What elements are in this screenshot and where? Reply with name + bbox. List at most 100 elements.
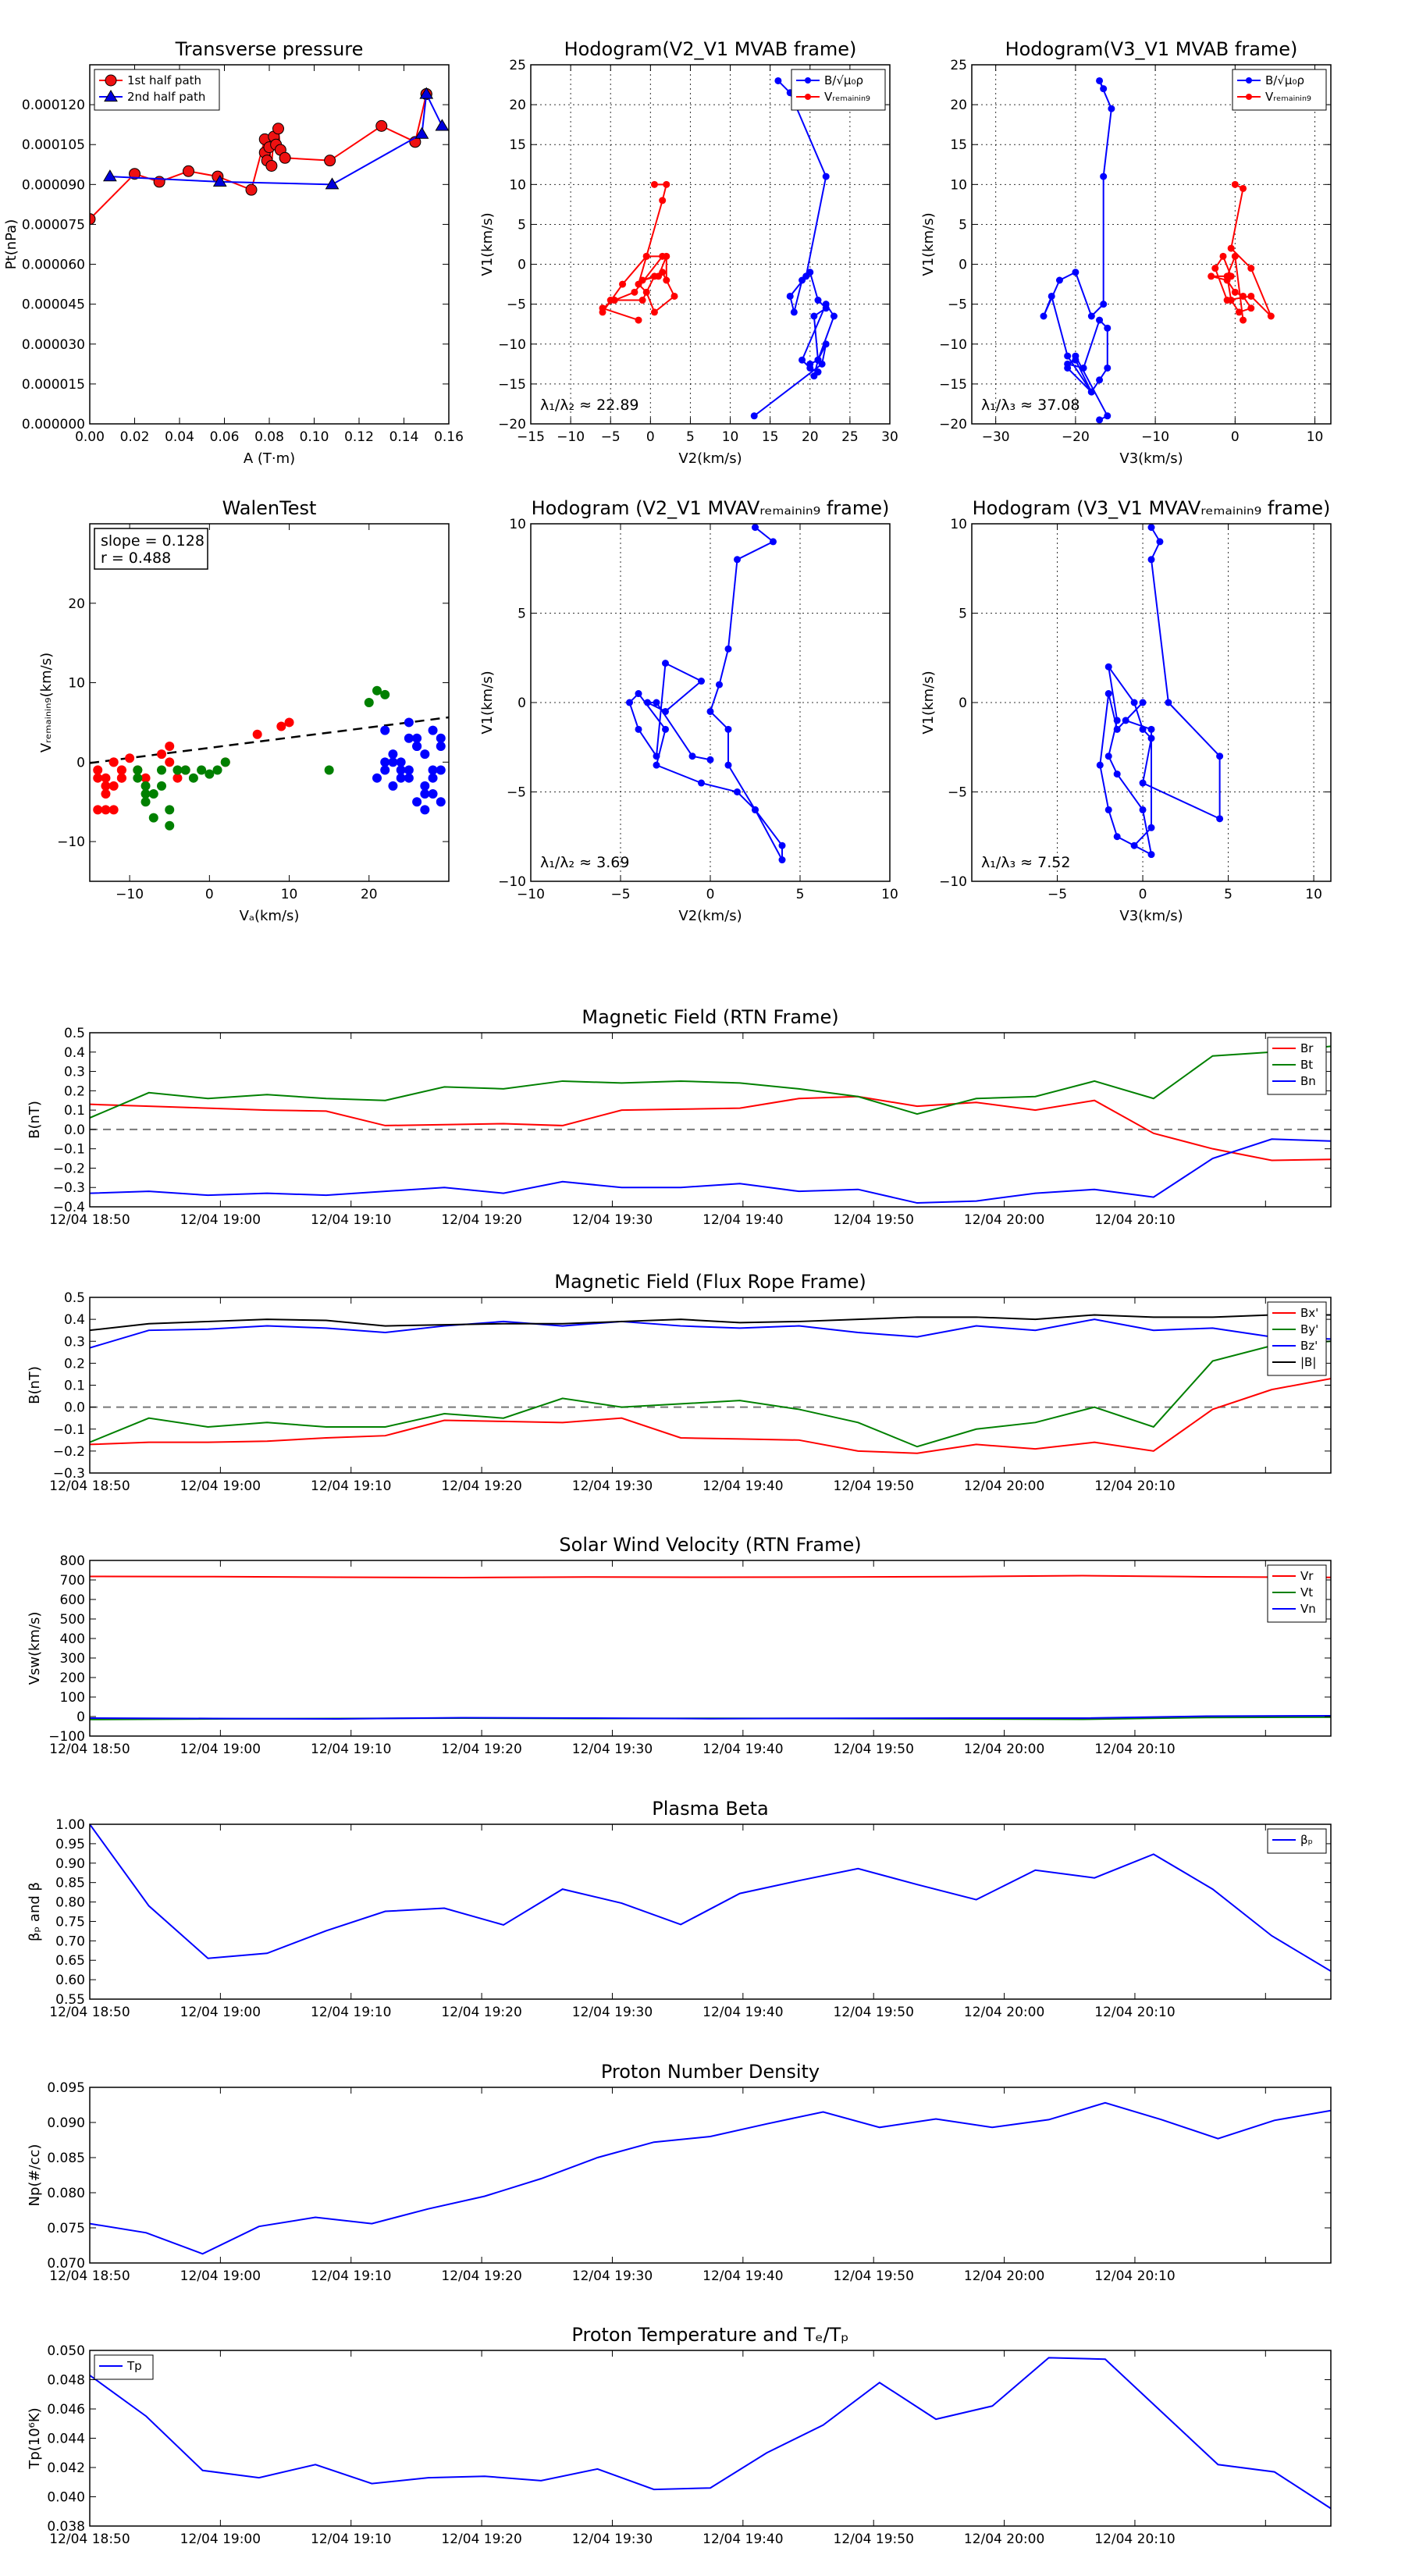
x-tick-label: 12/04 19:00 [180, 2005, 261, 2020]
x-tick-label: 12/04 18:50 [49, 2532, 130, 2547]
data-point [420, 781, 430, 791]
chart-beta: 12/04 18:50 12/04 19:00 12/04 19:10 12/04 1… [27, 1798, 1332, 2020]
eigenvalue-ratio-label: λ₁/λ₂ ≈ 3.69 [540, 854, 629, 871]
data-point [653, 761, 660, 769]
x-tick-label: 20 [361, 887, 378, 902]
y-tick-label: −100 [48, 1729, 85, 1745]
data-point [635, 690, 642, 698]
y-tick-label: 0.048 [47, 2373, 85, 2389]
y-axis-label: B(nT) [27, 1366, 43, 1404]
data-point [1147, 725, 1155, 733]
x-tick-label: 10 [1307, 429, 1324, 445]
data-point [388, 781, 398, 791]
x-tick-label: 12/04 19:30 [572, 2532, 653, 2547]
chart-mf_fr: 12/04 18:50 12/04 19:00 12/04 19:10 12/04 1… [27, 1271, 1332, 1494]
series-bz--line [90, 1318, 1331, 1349]
y-tick-label: −15 [498, 377, 526, 393]
y-tick-label: 200 [60, 1670, 85, 1686]
y-tick-label: 25 [509, 58, 526, 73]
legend-label: B/√μ₀ρ [1265, 73, 1304, 87]
x-tick-label: 10 [281, 887, 298, 902]
data-point [1165, 699, 1172, 706]
y-tick-label: 5 [959, 607, 967, 622]
chart-title: Proton Number Density [601, 2061, 820, 2083]
y-tick-label: 0.2 [64, 1356, 85, 1372]
x-tick-label: 12/04 19:40 [702, 2268, 783, 2284]
x-tick-label: 12/04 18:50 [49, 2268, 130, 2284]
y-tick-label: 0.0 [64, 1123, 85, 1138]
data-point [688, 753, 696, 760]
data-point [420, 749, 430, 760]
x-tick-label: 10 [1305, 887, 1322, 902]
data-point [1096, 761, 1104, 769]
data-point [1055, 276, 1063, 284]
data-point [284, 717, 294, 728]
y-tick-label: −20 [498, 417, 526, 432]
data-point [129, 168, 140, 180]
y-tick-label: 0.5 [64, 1290, 85, 1306]
x-tick-label: −5 [610, 887, 630, 902]
chart-h2: −30 −20 −10 0 10 −20 −15 −10 −5 0 5 10 15 20 25 Hodogra… [920, 38, 1332, 467]
x-tick-label: 12/04 19:00 [180, 2268, 261, 2284]
y-axis-label: Pt(nPa) [3, 219, 20, 269]
legend-label: Vt [1300, 1585, 1313, 1599]
chart-title: Hodogram(V3_V1 MVAB frame) [1005, 38, 1298, 60]
plot-area [90, 87, 449, 226]
data-point [698, 779, 705, 787]
data-point [380, 689, 390, 699]
data-point [1147, 556, 1155, 564]
data-point [1096, 76, 1104, 84]
y-axis-label: V1(km/s) [479, 671, 496, 734]
y-tick-label: 0 [959, 258, 967, 273]
data-point [716, 681, 723, 688]
x-tick-label: −10 [116, 887, 144, 902]
data-point [380, 757, 390, 767]
y-tick-label: 0.55 [55, 1992, 85, 2008]
data-point [1235, 308, 1243, 316]
legend-label: Vᵣₑₘₐᵢₙᵢₙ₉ [1265, 90, 1311, 104]
data-point [404, 717, 414, 728]
x-tick-label: 12/04 20:10 [1094, 1478, 1175, 1494]
data-point [212, 174, 227, 187]
plot-area [1096, 524, 1224, 859]
x-tick-label: 12/04 19:40 [702, 2005, 783, 2020]
y-tick-label: 0.085 [47, 2151, 85, 2166]
y-tick-label: 0.090 [47, 2115, 85, 2131]
y-tick-label: 0.050 [47, 2343, 85, 2359]
data-point [706, 707, 714, 715]
y-tick-label: 0.038 [47, 2519, 85, 2535]
data-point [1219, 252, 1227, 260]
data-point [133, 765, 143, 775]
x-tick-label: 12/04 19:30 [572, 1742, 653, 1757]
data-point [1216, 815, 1224, 823]
y-axis-label: V1(km/s) [920, 212, 937, 276]
chart-title: Proton Temperature and Tₑ/Tₚ [571, 2324, 848, 2346]
chart-tp: 0.00 0.02 0.04 0.06 0.08 0.10 0.12 0.14 0.16 0.00… [3, 38, 464, 467]
data-point [1247, 292, 1255, 300]
data-point [252, 729, 262, 739]
x-tick-label: 12/04 18:50 [49, 2005, 130, 2020]
y-tick-label: 0.080 [47, 2186, 85, 2201]
data-point [752, 806, 759, 813]
chart-h1: −15 −10 −5 0 5 10 15 20 25 30−20−15−10−5051015202… [479, 38, 898, 467]
legend-label: |B| [1300, 1355, 1316, 1369]
data-point [1113, 717, 1121, 724]
legend-box [1232, 69, 1327, 111]
y-tick-label: 0.75 [55, 1914, 85, 1930]
legend-label: Br [1300, 1041, 1314, 1055]
y-tick-label: −5 [948, 297, 967, 313]
data-point [662, 660, 669, 667]
x-tick-label: 12/04 19:50 [834, 1212, 914, 1228]
y-tick-label: 100 [60, 1690, 85, 1706]
data-point [140, 789, 151, 799]
data-point [436, 733, 446, 743]
y-tick-label: 15 [509, 137, 526, 153]
data-point [1139, 699, 1147, 706]
x-axis-label: V2(km/s) [678, 450, 742, 467]
data-point [436, 741, 446, 751]
data-point [1100, 85, 1108, 93]
plot-frame [971, 64, 1332, 425]
data-point [663, 180, 670, 188]
x-tick-label: 12/04 19:40 [702, 1742, 783, 1757]
fit-line [90, 716, 449, 764]
